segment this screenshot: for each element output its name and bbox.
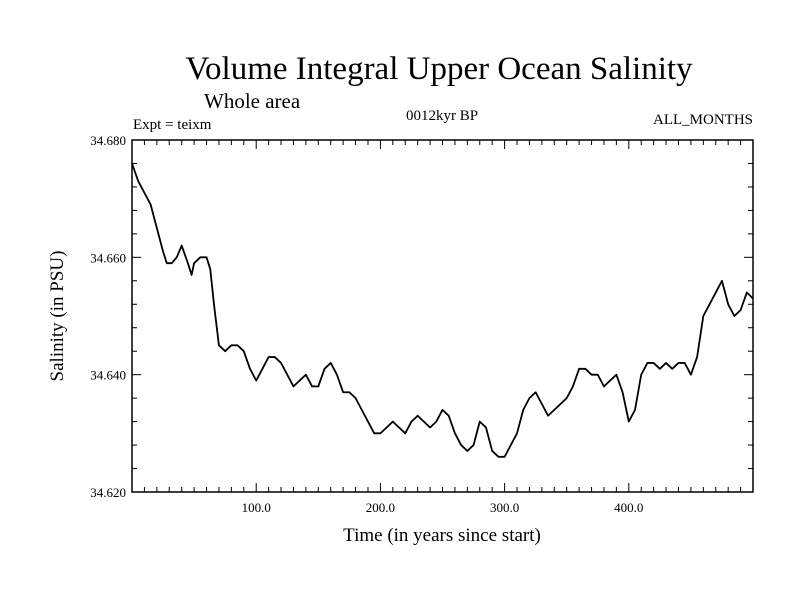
y-axis-label: Salinity (in PSU) [47,251,68,382]
x-tick-label: 100.0 [242,500,271,515]
y-tick-label: 34.660 [90,250,126,265]
y-tick-label: 34.640 [90,368,126,383]
x-tick-label: 200.0 [366,500,395,515]
y-tick-label: 34.680 [90,133,126,148]
experiment-label: Expt = teixm [133,117,212,133]
salinity-series-line [131,163,754,458]
y-tick-label: 34.620 [90,485,126,500]
plot-frame [131,139,754,493]
x-axis-label: Time (in years since start) [343,525,541,546]
chart-title: Volume Integral Upper Ocean Salinity [185,51,693,87]
axis-ticks: 100.0 200.0 300.0 400.0 34.620 34.640 34.660 34… [90,133,753,515]
months-label: ALL_MONTHS [653,112,753,128]
chart-subtitle: Whole area [204,89,301,113]
period-label: 0012kyr BP [406,108,478,124]
x-tick-label: 300.0 [490,500,519,515]
x-tick-label: 400.0 [614,500,643,515]
